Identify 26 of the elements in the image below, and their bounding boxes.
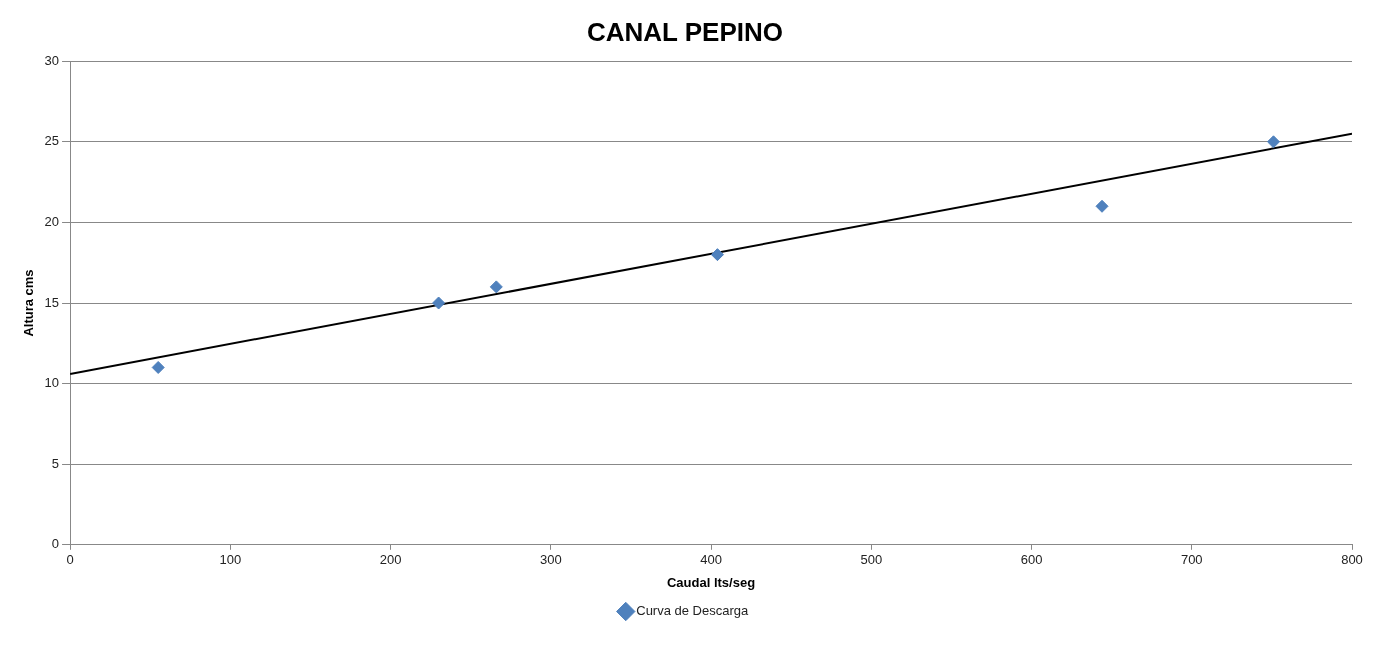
point	[489, 280, 503, 294]
y-tick-label: 25	[44, 133, 60, 149]
point	[151, 360, 165, 374]
y-axis-title: Altura cms	[21, 269, 37, 337]
y-tick-label: 5	[51, 455, 60, 471]
x-axis-title: Caudal lts/seg	[666, 574, 756, 590]
x-tick-label: 200	[379, 552, 402, 568]
y-tick-label: 0	[51, 536, 60, 552]
chart-title: CANAL PEPINO	[587, 16, 783, 47]
legend-label: Curva de Descarga	[636, 603, 750, 619]
x-tick-label: 600	[1020, 552, 1043, 568]
x-tick-label: 400	[700, 552, 722, 568]
y-tick-label: 20	[44, 213, 60, 229]
x-tick-label: 0	[66, 552, 74, 568]
x-tick-label: 700	[1180, 552, 1203, 568]
point	[432, 296, 446, 310]
y-tick-label: 10	[44, 375, 60, 391]
y-tick-label: 30	[44, 52, 60, 68]
x-tick-label: 300	[539, 552, 562, 568]
point	[710, 248, 724, 262]
x-tick-label: 100	[219, 552, 242, 568]
point	[1095, 199, 1109, 213]
x-tick-label: 800	[1341, 552, 1363, 568]
x-tick-label: 500	[860, 552, 883, 568]
y-tick-label: 15	[44, 294, 60, 310]
point	[1266, 135, 1280, 149]
